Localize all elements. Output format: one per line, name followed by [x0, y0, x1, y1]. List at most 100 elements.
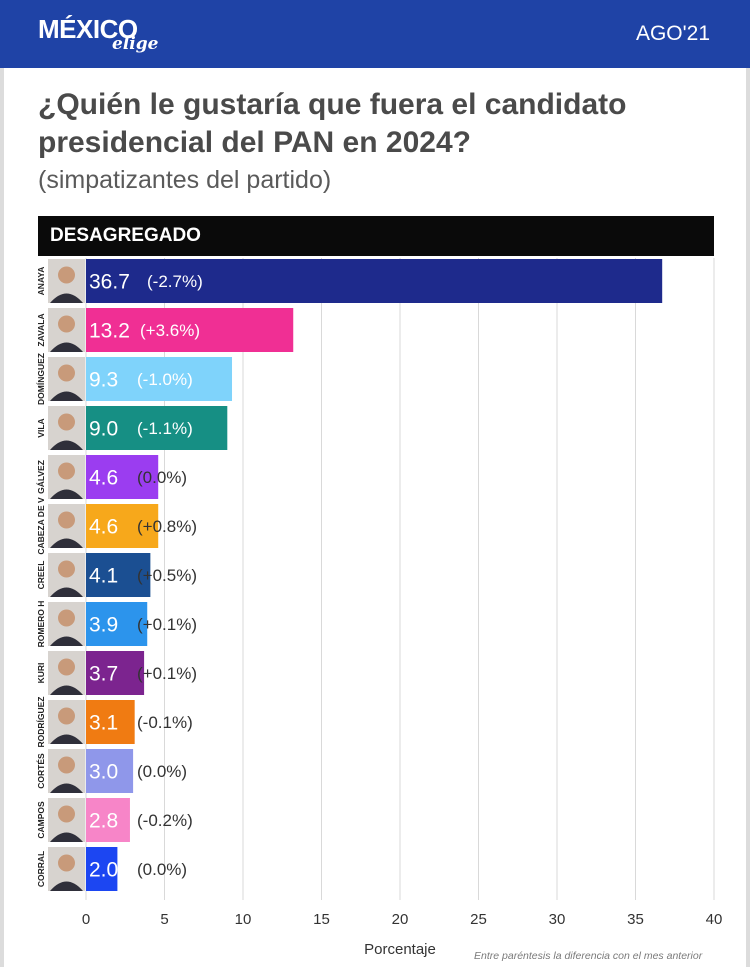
data-label: 36.7: [89, 271, 130, 294]
photo-shoulders: [50, 440, 83, 450]
category-label: DOMÍNGUEZ: [36, 353, 46, 405]
photo-face: [58, 707, 75, 725]
photo-shoulders: [50, 636, 83, 646]
bar: [86, 798, 130, 842]
change-label: (-0.2%): [137, 811, 193, 830]
change-label: (+3.6%): [140, 321, 200, 340]
x-tick-label: 40: [706, 911, 723, 928]
change-label: (-0.1%): [137, 713, 193, 732]
change-label: (-1.0%): [137, 370, 193, 389]
x-tick-label: 30: [549, 911, 566, 928]
category-label: CREEL: [36, 561, 46, 590]
category-label: GÁLVEZ: [36, 460, 46, 494]
x-tick-label: 15: [313, 911, 330, 928]
left-border: [0, 68, 4, 967]
data-label: 3.9: [89, 614, 118, 637]
x-axis-label: Porcentaje: [364, 941, 436, 958]
bar: [86, 602, 148, 646]
data-label: 4.6: [89, 467, 118, 490]
change-label: (+0.5%): [137, 566, 197, 585]
photo-shoulders: [50, 293, 83, 303]
photo-shoulders: [50, 391, 83, 401]
photo-face: [58, 609, 75, 627]
section-band: DESAGREGADO: [38, 216, 714, 256]
bar: [86, 455, 159, 499]
change-label: (+0.8%): [137, 517, 197, 536]
data-label: 4.6: [89, 516, 118, 539]
data-label: 3.7: [89, 663, 118, 686]
photo-face: [58, 854, 75, 872]
category-label: VILA: [36, 418, 46, 437]
bar: [86, 847, 118, 891]
photo-shoulders: [50, 342, 83, 352]
photo-shoulders: [50, 734, 83, 744]
photo-face: [58, 511, 75, 529]
photo-shoulders: [50, 489, 83, 499]
bar: [86, 406, 228, 450]
change-label: (-1.1%): [137, 419, 193, 438]
photo-face: [58, 266, 75, 284]
chart-title: ¿Quién le gustaría que fuera el candidat…: [38, 88, 627, 159]
bar: [86, 651, 145, 695]
bar: [86, 259, 663, 303]
photo-shoulders: [50, 832, 83, 842]
photo-shoulders: [50, 685, 83, 695]
photo-face: [58, 805, 75, 823]
data-label: 4.1: [89, 565, 118, 588]
bar: [86, 308, 294, 352]
category-label: CABEZA DE V: [36, 497, 46, 555]
change-label: (+0.1%): [137, 615, 197, 634]
photo-shoulders: [50, 587, 83, 597]
data-label: 2.8: [89, 810, 118, 833]
photo-face: [58, 658, 75, 676]
x-tick-label: 0: [82, 911, 90, 928]
period-label: AGO'21: [635, 22, 710, 45]
bar: [86, 553, 151, 597]
category-label: RODRÍGUEZ: [36, 697, 46, 748]
x-tick-label: 25: [470, 911, 487, 928]
bar: [86, 357, 233, 401]
x-tick-label: 20: [392, 911, 409, 928]
change-label: (0.0%): [137, 762, 187, 781]
data-label: 13.2: [89, 320, 130, 343]
photo-face: [58, 560, 75, 578]
photo-shoulders: [50, 538, 83, 548]
data-label: 9.0: [89, 418, 118, 441]
change-label: (+0.1%): [137, 664, 197, 683]
category-label: ROMERO H: [36, 601, 46, 648]
photo-face: [58, 462, 75, 480]
x-tick-label: 35: [627, 911, 644, 928]
logo-sub: elige: [112, 34, 159, 54]
photo-face: [58, 413, 75, 431]
logo-main: MÉXICO: [38, 14, 138, 44]
bar: [86, 504, 159, 548]
data-label: 2.0: [89, 859, 118, 882]
change-label: (-2.7%): [147, 272, 203, 291]
header-bar: MÉXICO elige AGO'21: [0, 0, 750, 68]
category-label: CORRAL: [36, 851, 46, 887]
right-border: [746, 68, 750, 967]
bar: [86, 749, 134, 793]
change-label: (0.0%): [137, 860, 187, 879]
photo-shoulders: [50, 783, 83, 793]
x-tick-label: 10: [235, 911, 252, 928]
category-label: CORTÉS: [36, 753, 46, 789]
category-label: CAMPOS: [36, 801, 46, 839]
category-label: ZAVALA: [36, 313, 46, 346]
data-label: 9.3: [89, 369, 118, 392]
chart-subtitle: (simpatizantes del partido): [38, 166, 332, 194]
section-band-label: DESAGREGADO: [50, 225, 201, 246]
footnote: Entre paréntesis la diferencia con el me…: [474, 950, 703, 962]
photo-face: [58, 756, 75, 774]
x-tick-label: 5: [160, 911, 168, 928]
photo-face: [58, 315, 75, 333]
data-label: 3.1: [89, 712, 118, 735]
category-label: KURI: [36, 663, 46, 684]
photo-face: [58, 364, 75, 382]
category-label: ANAYA: [36, 267, 46, 296]
bar: [86, 700, 135, 744]
change-label: (0.0%): [137, 468, 187, 487]
data-label: 3.0: [89, 761, 118, 784]
photo-shoulders: [50, 881, 83, 891]
